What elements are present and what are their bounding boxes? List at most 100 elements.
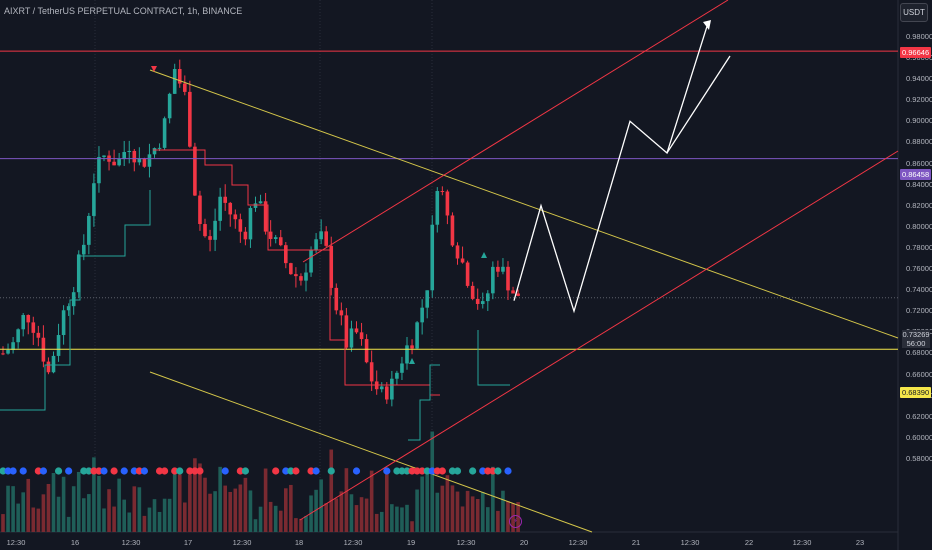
candle-body (334, 287, 339, 311)
candle-body (299, 276, 303, 281)
signal-dot (34, 467, 42, 475)
signal-dot (272, 467, 280, 475)
candle-body (395, 372, 399, 379)
time-tick: 12:30 (232, 538, 252, 547)
channel-lower-line (299, 150, 899, 521)
volume-bar (268, 501, 273, 532)
candle-body (415, 322, 419, 349)
signal-dot (408, 467, 416, 475)
candle-body (304, 272, 308, 281)
candle-body (278, 237, 283, 246)
volume-bar (92, 457, 96, 532)
volume-bar (162, 498, 167, 532)
signal-dot (489, 467, 497, 475)
volume-bar (405, 504, 409, 532)
signal-dot (352, 467, 361, 475)
channel-upper-line (302, 0, 729, 263)
candle-body (506, 266, 510, 291)
signal-dot (171, 467, 179, 475)
time-tick: 12:30 (121, 538, 141, 547)
price-tick: 0.78000 (906, 242, 932, 252)
volume-bar (364, 498, 369, 532)
signal-dot (120, 467, 128, 475)
candle-body (213, 220, 217, 240)
candle-body (400, 363, 404, 373)
volume-bar (284, 488, 288, 532)
candle-body (486, 293, 490, 302)
volume-bar (193, 458, 197, 532)
volume-bar (299, 518, 303, 532)
signal-dot (221, 467, 229, 475)
candle-body (263, 201, 268, 232)
signal-dot (191, 467, 199, 475)
candle-body (51, 355, 56, 373)
signal-dot (85, 467, 93, 475)
volume-bar (430, 431, 435, 532)
price-tag-pivot: 0.86458 (900, 169, 932, 180)
volume-bar (87, 494, 91, 532)
projection-path (513, 26, 708, 314)
volume-bar (172, 472, 177, 532)
pivot-low-marker (409, 358, 415, 364)
candle-body (208, 236, 212, 240)
signal-dot (494, 467, 502, 475)
volume-bar (208, 493, 212, 532)
volume-bar (475, 498, 480, 532)
volume-bar (112, 506, 116, 532)
volume-bar (228, 491, 233, 532)
volume-bar (107, 489, 111, 532)
bolt-icon[interactable]: ⚡ (509, 515, 522, 528)
volume-bar (6, 485, 10, 532)
volume-bar (213, 491, 217, 532)
volume-bar (379, 511, 384, 532)
volume-bar (445, 475, 450, 532)
candle-body (97, 156, 101, 184)
time-tick: 12:30 (792, 538, 812, 547)
volume-bar (324, 503, 328, 532)
pivot-high-marker (151, 66, 157, 72)
volume-bar (480, 491, 485, 532)
current-price-label: 0.73269 (902, 330, 930, 339)
volume-bar (425, 469, 429, 532)
candle-body (369, 362, 374, 382)
candle-body (112, 161, 116, 166)
volume-bar (132, 486, 137, 532)
candle-body (460, 258, 465, 263)
candle-body (268, 231, 273, 239)
signal-dot (39, 467, 48, 475)
volume-bar (61, 476, 66, 532)
volume-bar (278, 510, 283, 532)
candle-body (390, 378, 394, 400)
volume-bar (374, 513, 379, 532)
price-tag-support: 0.68390 (900, 387, 932, 398)
signal-dot (19, 467, 27, 475)
currency-button[interactable]: USDT (900, 3, 928, 22)
candle-body (435, 191, 440, 225)
volume-bar (486, 507, 490, 532)
volume-bar (273, 505, 278, 532)
signal-dot (4, 467, 12, 475)
volume-bar (1, 514, 5, 532)
signal-dot (282, 467, 290, 475)
volume-bar (127, 512, 132, 532)
volume-bar (501, 490, 505, 532)
candle-body (445, 191, 450, 216)
price-tick: 0.92000 (906, 95, 932, 105)
price-tick: 0.94000 (906, 74, 932, 84)
volume-bar (66, 516, 71, 532)
volume-bar (46, 483, 51, 532)
volume-bar (183, 502, 187, 532)
volume-bar (16, 503, 20, 532)
candle-body (354, 328, 359, 333)
signal-dot (393, 467, 401, 475)
candle-body (248, 207, 253, 240)
volume-bar (71, 486, 76, 532)
price-tick: 0.86000 (906, 158, 932, 168)
volume-bar (369, 470, 374, 532)
candle-body (61, 310, 66, 336)
candle-body (243, 231, 248, 240)
signal-dot (479, 467, 487, 475)
signal-dot (176, 467, 184, 475)
